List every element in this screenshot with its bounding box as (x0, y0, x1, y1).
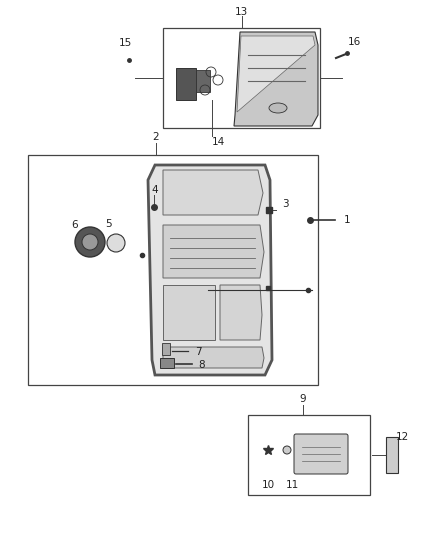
Polygon shape (220, 285, 262, 340)
Bar (196, 70, 210, 92)
Polygon shape (234, 32, 318, 126)
Circle shape (107, 234, 125, 252)
Bar (162, 343, 170, 355)
Bar (160, 358, 174, 368)
Text: 5: 5 (105, 219, 111, 229)
Text: 13: 13 (235, 7, 248, 17)
Bar (163, 28, 320, 128)
Text: 6: 6 (72, 220, 78, 230)
FancyBboxPatch shape (386, 437, 398, 473)
Ellipse shape (269, 103, 287, 113)
Text: 1: 1 (344, 215, 350, 225)
Text: 9: 9 (300, 394, 306, 404)
Circle shape (82, 234, 98, 250)
Bar (28, 155, 318, 385)
Text: 4: 4 (152, 185, 158, 195)
Circle shape (283, 446, 291, 454)
Text: 16: 16 (347, 37, 360, 47)
Polygon shape (163, 170, 263, 215)
Text: 2: 2 (152, 132, 159, 142)
Circle shape (75, 227, 105, 257)
Text: 11: 11 (286, 480, 299, 490)
Text: 7: 7 (194, 347, 201, 357)
Polygon shape (163, 347, 264, 368)
Text: 8: 8 (199, 360, 205, 370)
Polygon shape (148, 165, 272, 375)
Polygon shape (237, 36, 315, 112)
Text: 3: 3 (282, 199, 288, 209)
Text: 15: 15 (118, 38, 132, 48)
Text: 12: 12 (396, 432, 409, 442)
Bar (176, 68, 196, 100)
FancyBboxPatch shape (294, 434, 348, 474)
Text: 10: 10 (261, 480, 275, 490)
Bar (248, 415, 370, 495)
Polygon shape (163, 285, 215, 340)
Polygon shape (163, 225, 264, 278)
Text: 14: 14 (212, 137, 225, 147)
